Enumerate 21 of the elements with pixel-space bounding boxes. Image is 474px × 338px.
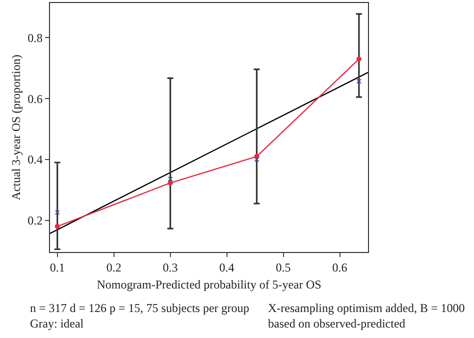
- y-tick-label: 0.2: [28, 214, 43, 228]
- point: [54, 210, 60, 215]
- x-tick-label: 0.2: [106, 260, 122, 274]
- point: [356, 56, 362, 62]
- y-tick-label: 0.8: [28, 30, 43, 45]
- text: X-resampling optimism added, B = 1000 based on observed-predicted: [268, 301, 465, 331]
- text: n = 317 d = 126 p = 15, 75 subjects per group Gray: ideal: [30, 301, 250, 331]
- point: [356, 78, 362, 84]
- y-tick-label: 0.4: [28, 152, 43, 167]
- point: [254, 156, 260, 162]
- x-tick-label: 0.4: [219, 260, 234, 274]
- point: [54, 224, 60, 229]
- y-tick-label: 0.6: [28, 92, 43, 106]
- point: [168, 180, 173, 186]
- x-tick-label: 0.1: [50, 260, 65, 274]
- y-axis-title: Actual 3-year OS (proportion): [8, 54, 23, 200]
- point: [168, 176, 173, 182]
- x-axis-title: Nomogram-Predicted probability of 5-year OS: [96, 277, 322, 292]
- x-tick-label: 0.3: [162, 260, 178, 274]
- x-tick-label: 0.6: [332, 260, 348, 274]
- x-tick-label: 0.5: [276, 260, 291, 274]
